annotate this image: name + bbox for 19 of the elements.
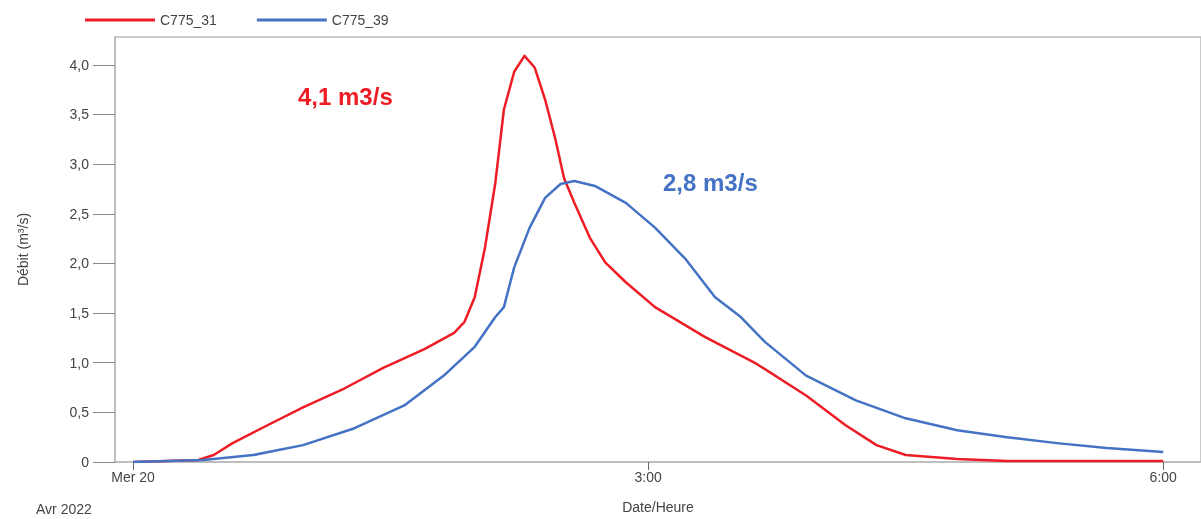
legend-label: C775_31 bbox=[160, 12, 218, 28]
y-tick-label: 0 bbox=[81, 454, 90, 470]
y-tick-label: 4,0 bbox=[69, 56, 90, 73]
legend-label: C775_39 bbox=[331, 12, 389, 28]
y-tick-label: 3,0 bbox=[69, 156, 90, 173]
y-tick-label: 2,0 bbox=[69, 255, 90, 272]
text: Avr 2022 bbox=[36, 501, 92, 517]
y-tick-label: 0,5 bbox=[69, 404, 90, 421]
y-tick-label: 1,0 bbox=[69, 354, 90, 371]
annotation: 4,1 m3/s bbox=[298, 82, 393, 110]
y-tick-label: 1,5 bbox=[69, 305, 90, 322]
y-axis-title: Débit (m³/s) bbox=[15, 212, 31, 287]
x-tick-label: Mer 20 bbox=[111, 469, 156, 485]
y-tick-label: 2,5 bbox=[69, 205, 90, 222]
annotation: 2,8 m3/s bbox=[663, 168, 758, 196]
x-tick-label: 6:00 bbox=[1149, 469, 1178, 485]
x-tick-label: 3:00 bbox=[634, 469, 662, 485]
x-axis-title: Date/Heure bbox=[622, 499, 695, 515]
y-tick-label: 3,5 bbox=[69, 106, 90, 123]
